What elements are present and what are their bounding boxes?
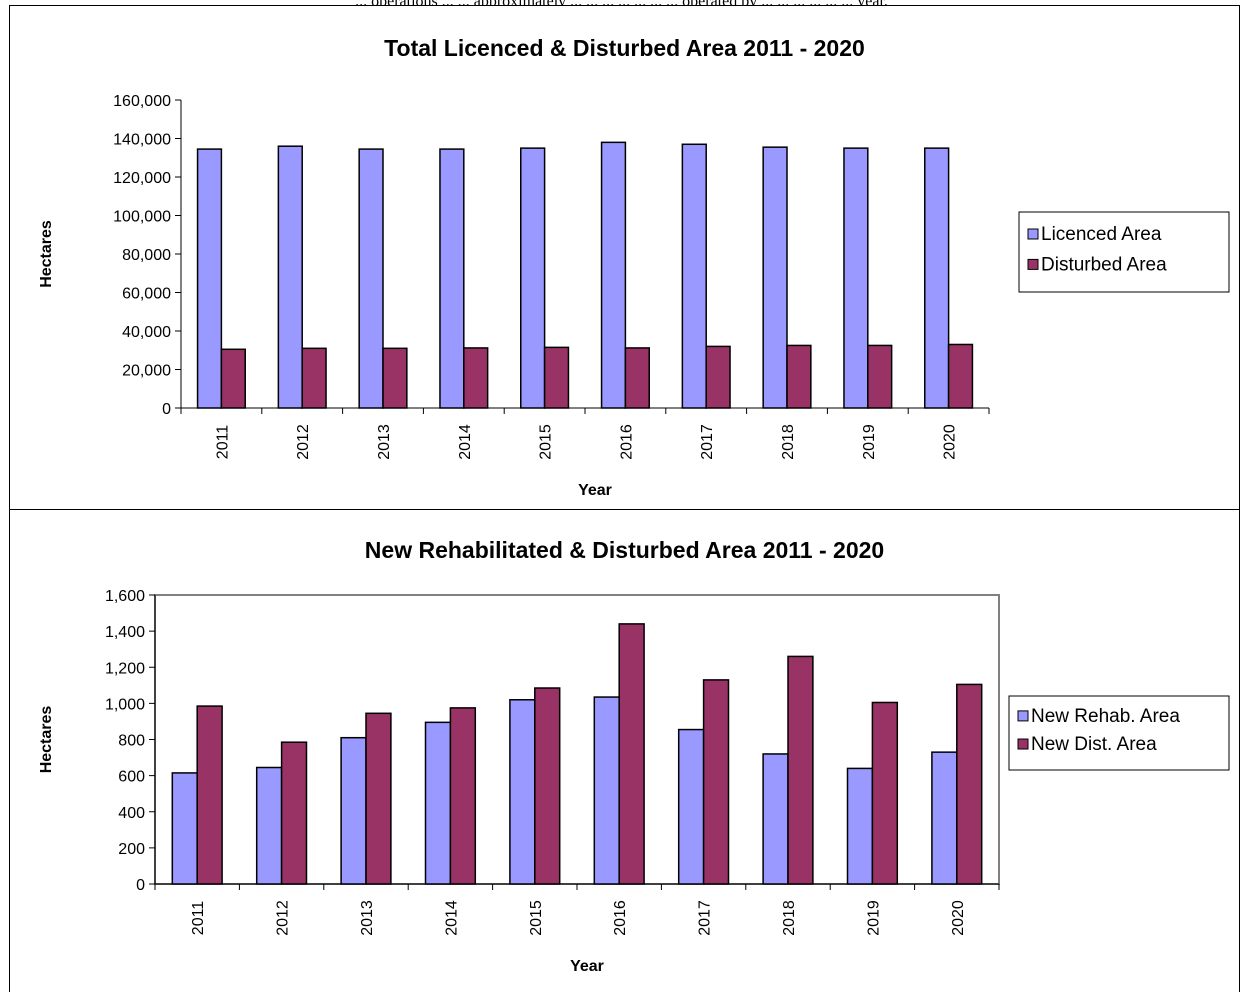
legend-label: New Dist. Area [1031, 734, 1157, 755]
bar-series-b [787, 655, 814, 885]
legend-swatch [1017, 710, 1029, 722]
bar-series-a [593, 696, 620, 885]
x-tick-label: 2017 [699, 424, 716, 460]
y-tick-label: 100,000 [113, 209, 171, 226]
y-axis-title: Hectares [38, 706, 55, 774]
y-tick-label: 1,200 [105, 660, 145, 677]
bar-series-a [340, 736, 367, 885]
y-tick-label: 160,000 [113, 93, 171, 110]
chart-rehab-disturbed: New Rehabilitated & Disturbed Area 2011 … [38, 537, 1230, 975]
x-axis-title: Year [578, 482, 612, 499]
x-tick-label: 2011 [214, 425, 231, 460]
chart-panel-licenced-disturbed: Total Licenced & Disturbed Area 2011 - 2… [9, 5, 1240, 510]
y-axis-title: Hectares [38, 220, 55, 288]
x-tick-label: 2019 [865, 900, 882, 936]
bar-series-b [196, 705, 223, 885]
bar-series-a [762, 146, 788, 409]
bar-series-a [509, 699, 536, 885]
legend-label: Licenced Area [1041, 224, 1162, 245]
x-tick-label: 2018 [781, 900, 798, 936]
bar-series-b [463, 347, 489, 409]
legend-label: New Rehab. Area [1031, 706, 1180, 727]
bar-series-a [600, 141, 627, 409]
y-tick-label: 1,400 [105, 624, 145, 641]
y-tick-label: 120,000 [113, 170, 171, 187]
bar-series-b [705, 345, 731, 409]
x-tick-label: 2020 [950, 900, 967, 936]
bar-series-a [424, 721, 452, 885]
bar-series-a [931, 751, 958, 885]
y-tick-label: 200 [118, 841, 145, 858]
x-tick-label: 2013 [359, 900, 376, 936]
bar-series-b [382, 347, 408, 409]
bar-series-b [301, 347, 327, 409]
x-tick-label: 2018 [780, 424, 797, 460]
bar-series-b [624, 347, 650, 409]
y-tick-label: 800 [118, 733, 145, 750]
x-tick-label: 2012 [275, 900, 292, 936]
y-tick-label: 0 [136, 877, 145, 894]
legend-swatch [1027, 258, 1039, 270]
bar-series-a [520, 147, 546, 409]
bar-series-a [171, 772, 198, 885]
x-tick-label: 2015 [538, 424, 555, 460]
x-tick-label: 2016 [618, 424, 635, 460]
bar-series-a [681, 143, 707, 409]
legend-label: Disturbed Area [1041, 254, 1167, 275]
x-tick-label: 2016 [612, 900, 629, 936]
x-tick-label: 2012 [295, 424, 312, 460]
y-tick-label: 20,000 [122, 363, 171, 380]
bar-series-b [871, 701, 899, 885]
y-tick-label: 1,000 [105, 696, 145, 713]
y-tick-label: 140,000 [113, 132, 171, 149]
bar-series-a [762, 753, 789, 885]
x-tick-label: 2015 [528, 900, 545, 936]
legend-swatch [1027, 228, 1039, 240]
chart-title: Total Licenced & Disturbed Area 2011 - 2… [384, 35, 865, 61]
bar-series-a [255, 766, 283, 885]
chart-title: New Rehabilitated & Disturbed Area 2011 … [365, 537, 884, 563]
bar-series-a [439, 148, 465, 409]
chart-panel-rehab-disturbed: New Rehabilitated & Disturbed Area 2011 … [9, 509, 1240, 992]
bar-series-b [786, 344, 812, 409]
legend-box [1018, 211, 1230, 293]
bar-series-a [358, 148, 384, 409]
bar-series-a [196, 148, 223, 409]
bar-series-a [843, 147, 869, 409]
y-tick-label: 600 [118, 769, 145, 786]
y-tick-label: 40,000 [122, 324, 171, 341]
bar-series-b [618, 623, 645, 885]
y-tick-label: 1,600 [105, 588, 145, 605]
x-axis-title: Year [570, 958, 604, 975]
y-tick-label: 60,000 [122, 286, 171, 303]
y-tick-label: 80,000 [122, 247, 171, 264]
bar-series-b [543, 346, 570, 409]
bar-series-b [280, 741, 308, 885]
legend-box [1008, 695, 1230, 771]
bar-series-a [277, 145, 303, 409]
chart-licenced-disturbed: Total Licenced & Disturbed Area 2011 - 2… [38, 35, 1230, 499]
y-tick-label: 400 [118, 805, 145, 822]
bar-series-b [867, 344, 893, 409]
bar-series-a [846, 767, 874, 885]
x-tick-label: 2011 [190, 901, 207, 936]
bar-series-b [449, 707, 477, 885]
y-tick-label: 0 [162, 401, 171, 418]
bar-series-b [956, 683, 983, 885]
bar-series-b [702, 679, 730, 885]
bar-series-a [677, 728, 705, 885]
x-tick-label: 2017 [697, 900, 714, 936]
x-tick-label: 2014 [443, 900, 460, 936]
bar-series-b [534, 687, 561, 885]
bar-series-b [365, 712, 392, 885]
x-tick-label: 2020 [942, 424, 959, 460]
bar-series-a [924, 147, 950, 409]
bar-series-b [220, 348, 246, 409]
x-tick-label: 2019 [861, 424, 878, 460]
x-tick-label: 2013 [376, 424, 393, 460]
x-tick-label: 2014 [457, 424, 474, 460]
legend-swatch [1017, 738, 1029, 750]
bar-series-b [947, 343, 974, 409]
